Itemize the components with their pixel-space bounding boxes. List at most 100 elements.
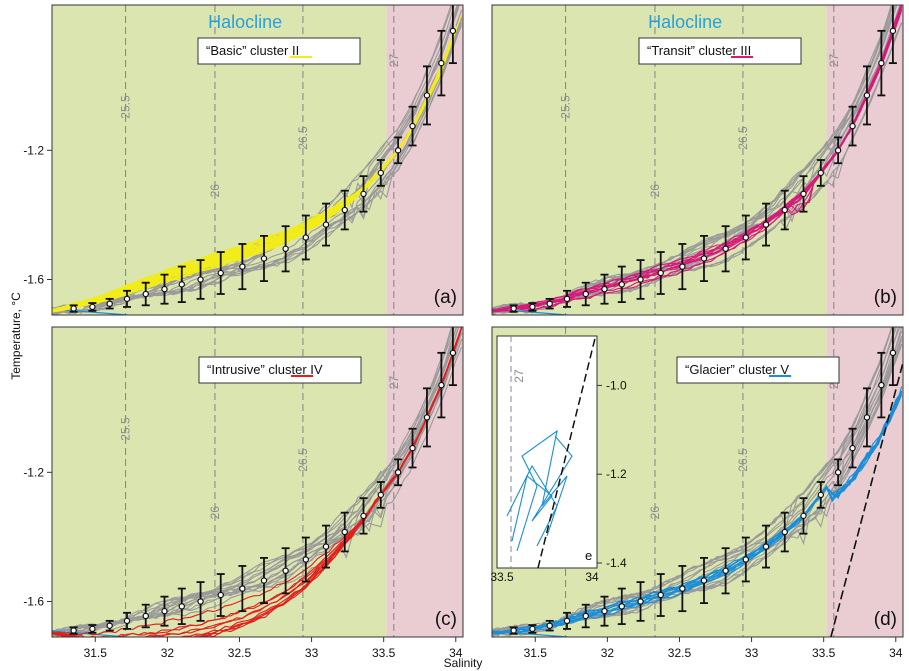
mean-point: [878, 59, 885, 67]
isopycnal-label: 26.5: [736, 126, 750, 150]
mean-point: [438, 59, 445, 67]
inset-x-tick-label: 34: [585, 570, 599, 584]
x-tick-label: 34: [889, 646, 903, 660]
background-profile: [52, 19, 463, 314]
inset-y-tick-label: -1.2: [606, 467, 627, 481]
isopycnal-label: 25.5: [119, 95, 133, 119]
background-profile: [52, 17, 463, 314]
panel-a: 25.5 26 26.5 27 -1.2 -1.6 Halocline “Basic” clu…: [23, 4, 464, 316]
panel-title: Halocline: [648, 12, 722, 32]
mean-point: [722, 245, 729, 253]
mean-point: [889, 349, 897, 357]
cluster-profile: [52, 78, 439, 311]
mean-point: [546, 300, 553, 307]
legend-label: “Intrusive” cluster IV: [207, 362, 323, 377]
mean-point: [161, 607, 168, 615]
mean-point: [302, 234, 310, 241]
cluster-profile: [492, 393, 902, 635]
mean-point: [618, 603, 625, 610]
mean-point: [106, 622, 113, 629]
mean-point: [601, 285, 608, 293]
cluster-profile: [52, 72, 440, 312]
mean-point: [260, 577, 268, 584]
isopycnal-label: 26: [208, 506, 222, 520]
background-profile: [52, 19, 463, 313]
isopycnal-label: 26.5: [296, 448, 310, 472]
mean-point: [322, 221, 330, 228]
mean-point: [217, 591, 224, 599]
mean-point: [70, 305, 77, 312]
background-profile: [52, 22, 463, 313]
mean-point: [762, 543, 770, 550]
mean-point: [742, 556, 750, 563]
inset-y-tick-label: -1.0: [606, 378, 627, 392]
panel-frame: [491, 326, 904, 638]
mean-point: [510, 627, 517, 634]
mean-point: [142, 290, 149, 298]
mean-point: [889, 27, 897, 35]
isopycnal-label: 26.5: [296, 126, 310, 150]
inset-e: 27 -1.0 -1.2 -1.4 33.5 34 e: [490, 335, 627, 584]
isopycnal-label: 26: [648, 184, 662, 198]
panel-body: 25.5 26 26.5 27: [492, 5, 903, 315]
mean-point: [800, 190, 807, 198]
y-axis-label: Temperature, °C: [9, 292, 23, 380]
isopycnal-label: 26.5: [736, 448, 750, 472]
legend-box: [638, 37, 802, 65]
x-tick-label: 32: [601, 646, 615, 660]
mean-point: [529, 303, 536, 311]
x-tick-label: 33.5: [812, 646, 836, 660]
mean-point: [817, 491, 824, 499]
mean-point: [341, 528, 348, 536]
inset-profile: [506, 464, 558, 547]
background-profile: [52, 327, 455, 633]
mean-point: [423, 92, 431, 99]
mean-point: [260, 255, 268, 262]
mean-point: [377, 491, 384, 499]
deep-zone: [826, 5, 903, 315]
mean-point: [197, 598, 204, 605]
mean-point: [302, 556, 310, 563]
mean-point: [722, 567, 729, 575]
inset-x-tick-label: 33.5: [490, 570, 514, 584]
background-profile: [52, 327, 454, 633]
mean-point: [449, 349, 457, 357]
background-profile: [52, 346, 463, 636]
y-tick-label: -1.6: [23, 272, 44, 286]
mean-point: [529, 625, 536, 633]
x-tick-label: 32.5: [668, 646, 692, 660]
mean-point: [742, 234, 750, 241]
cluster-profile: [492, 392, 903, 635]
legend-label: “Glacier” cluster V: [685, 362, 789, 377]
mean-point: [377, 169, 384, 177]
isopycnal-label: 27: [827, 54, 841, 68]
legend-label: “Transit” cluster III: [647, 43, 751, 58]
freezing-trace: [52, 630, 136, 637]
mean-point: [878, 381, 885, 389]
panel-tag: (c): [435, 609, 457, 630]
x-tick-label: 32: [161, 646, 175, 660]
x-tick-label: 33: [745, 646, 759, 660]
cluster-profile: [492, 6, 903, 312]
x-tick-label: 34: [449, 646, 463, 660]
mean-point: [394, 147, 402, 154]
mean-point: [679, 585, 686, 592]
cluster-profile: [52, 327, 463, 637]
cluster-profile: [492, 390, 903, 635]
y-tick-label: -1.2: [23, 143, 44, 157]
inset-tag: e: [585, 548, 592, 563]
mean-point: [449, 27, 457, 35]
mean-point: [700, 255, 708, 262]
isopycnal-label: 26: [208, 184, 222, 198]
mean-point: [322, 543, 330, 550]
panel-title: Halocline: [208, 12, 282, 32]
cluster-profile: [52, 30, 457, 313]
mean-point: [510, 305, 517, 312]
inset-y-tick-label: -1.4: [606, 556, 627, 570]
mean-point: [123, 617, 131, 625]
mean-point: [563, 617, 571, 625]
x-tick-label: 32.5: [228, 646, 252, 660]
mean-point: [762, 221, 770, 228]
inset-mixing-line: [537, 335, 597, 569]
mean-point: [582, 290, 589, 298]
